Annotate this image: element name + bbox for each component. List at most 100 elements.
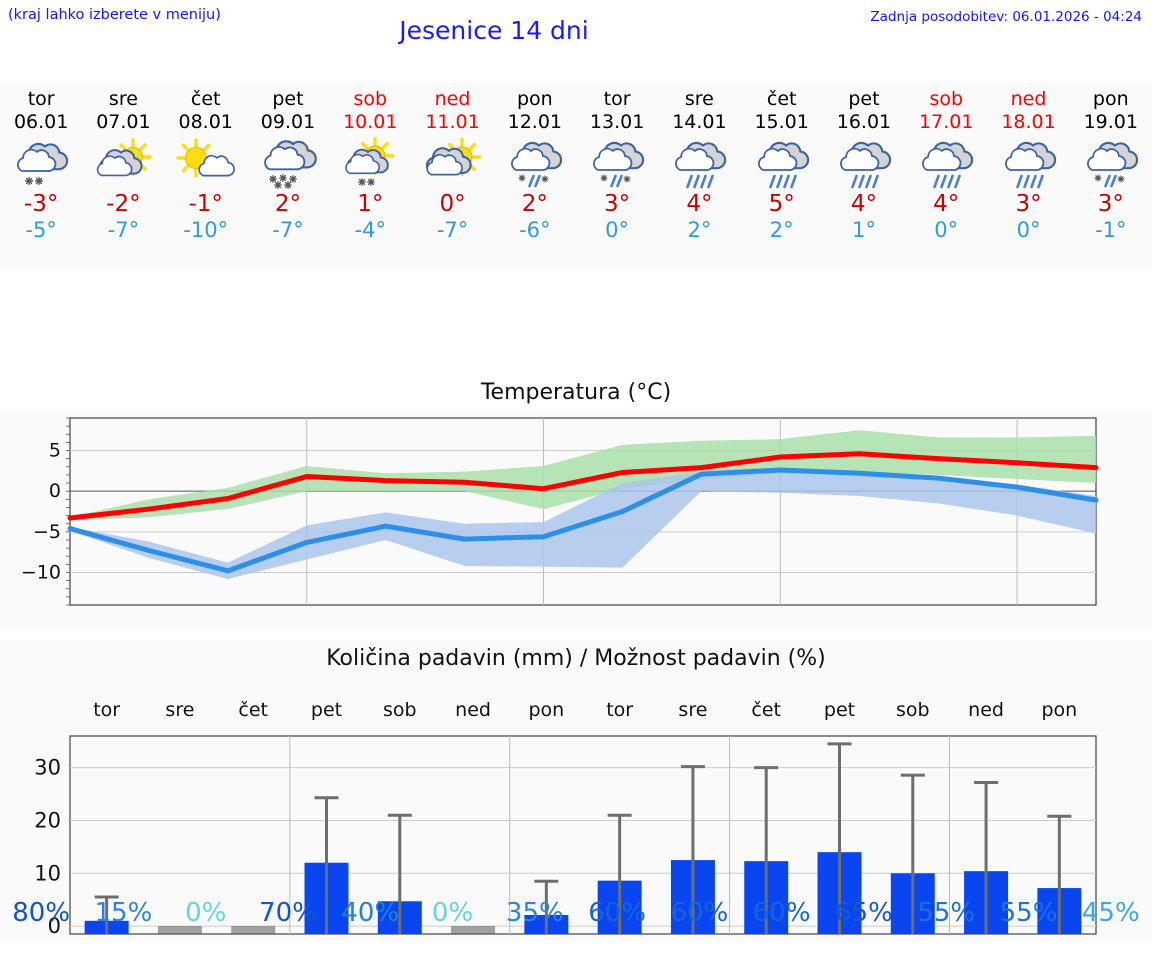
day-name: sob [353,88,388,110]
day-column[interactable]: čet 15.01 5° 2° [741,84,823,270]
precip-probability: 60% [752,898,811,928]
svg-text:pon: pon [528,699,564,721]
precipitation-probability-row: 80% 15% 0% 70% 40% 0% 35% 60% 60% 60% 65% 55% 55% 45% [0,898,1152,938]
day-column[interactable]: sob 17.01 4° 0° [905,84,987,270]
svg-text:sob: sob [896,699,930,721]
day-temp-max: 4° [850,191,878,217]
precip-probability: 35% [505,898,564,928]
cloudy-rain-icon [825,137,903,189]
day-temp-min: -5° [25,218,57,242]
day-column[interactable]: tor 13.01 3° 0° [576,84,658,270]
cloudy-sleet-icon [1072,137,1150,189]
day-temp-min: -1° [1095,218,1127,242]
last-update-text: Zadnja posodobitev: 06.01.2026 - 04:24 [870,9,1142,25]
day-temp-max: 4° [686,191,713,217]
cloudy-rain-icon [743,137,821,189]
svg-text:−10: −10 [21,561,61,583]
day-name: sre [684,88,714,110]
day-name: čet [766,88,797,110]
page-title: Jesenice 14 dni [0,16,1152,45]
day-temp-max: -3° [23,191,59,217]
day-temp-max: 4° [933,191,960,217]
cloudy-heavy-snow-icon [249,137,327,189]
svg-text:tor: tor [606,699,633,721]
day-date: 14.01 [672,111,727,133]
svg-text:čet: čet [238,699,268,721]
precipitation-chart-svg: tor sre čet pet sob ned pon tor sre čet pet sob ned p… [34,699,1097,938]
day-column[interactable]: tor 06.01 -3° -5° [0,84,82,270]
precipitation-chart-block: Količina padavin (mm) / Možnost padavin … [0,640,1152,940]
day-temp-min: -7° [436,218,469,242]
day-temp-min: -7° [272,218,304,242]
page-header: (kraj lahko izberete v meniju) Jesenice … [0,0,1152,60]
day-column[interactable]: pet 09.01 2° -7° [247,84,329,270]
precip-probability: 40% [341,898,400,928]
svg-text:10: 10 [34,861,61,885]
cloudy-rain-icon [660,137,738,189]
precipitation-chart-title: Količina padavin (mm) / Možnost padavin … [326,646,826,671]
day-date: 17.01 [919,111,974,133]
day-date: 16.01 [836,111,892,133]
precip-bar [231,926,276,934]
day-name: sob [929,88,964,110]
day-date: 09.01 [260,111,316,133]
svg-text:sre: sre [165,699,194,721]
svg-text:−5: −5 [33,521,61,543]
sun-cloud-icon [84,137,162,189]
cloudy-sleet-icon [496,137,574,189]
day-date: 08.01 [178,111,233,133]
day-temp-min: 2° [687,218,712,242]
temperature-chart-title: Temperatura (°C) [0,378,1152,410]
day-date: 07.01 [96,111,151,133]
day-date: 15.01 [754,111,809,133]
day-column[interactable]: čet 08.01 -1° -10° [165,84,247,270]
day-name: ned [434,88,471,110]
day-temp-min: -10° [183,218,229,242]
sun-cloud-snow-icon [331,137,409,189]
cloudy-snow-icon [2,137,80,189]
day-column[interactable]: ned 18.01 3° 0° [987,84,1069,270]
day-date: 12.01 [507,111,563,133]
day-column[interactable]: sre 14.01 4° 2° [658,84,740,270]
day-date: 11.01 [425,111,480,133]
precip-probability: 70% [259,898,317,928]
precip-probability: 60% [588,898,646,928]
day-temp-max: 1° [357,191,384,217]
day-name: čet [190,88,221,110]
precip-bar [451,926,496,934]
day-column[interactable]: sob 10.01 1° -4° [329,84,411,270]
svg-text:20: 20 [34,808,61,832]
day-column[interactable]: sre 07.01 -2° -7° [82,84,164,270]
precip-probability: 80% [12,898,71,928]
svg-text:5: 5 [49,440,61,462]
cloudy-sleet-icon [578,137,656,189]
day-date: 06.01 [13,111,69,133]
page-title-text: Jesenice 14 dni [399,16,589,45]
precip-probability: 60% [670,898,729,928]
precip-probability: 15% [94,898,153,928]
precip-probability: 45% [1081,898,1140,928]
cloudy-rain-icon [990,137,1068,189]
day-column[interactable]: pon 12.01 2° -6° [494,84,576,270]
day-column[interactable]: pon 19.01 3° -1° [1070,84,1152,270]
day-name: pet [848,88,880,110]
day-temp-min: 1° [852,218,876,242]
day-temp-max: 0° [439,191,466,217]
day-column[interactable]: pet 16.01 4° 1° [823,84,905,270]
day-column[interactable]: ned 11.01 0° -7° [411,84,493,270]
precip-probability: 55% [917,898,976,928]
svg-text:čet: čet [751,699,781,721]
day-temp-max: 5° [768,191,795,217]
day-temp-max: 3° [1097,191,1124,217]
menu-hint-text: (kraj lahko izberete v meniju) [8,7,221,23]
day-date: 10.01 [343,111,398,133]
precip-probability: 55% [999,898,1058,928]
day-temp-min: 0° [934,218,959,242]
day-temp-min: 0° [605,218,630,242]
sun-behind-cloud-icon [414,137,492,189]
day-temp-min: -4° [354,218,386,242]
sun-small-cloud-icon [167,137,245,189]
day-date: 19.01 [1083,111,1138,133]
temperature-chart-block: Temperatura (°C) 50−5−10 © vreme.us & vr… [0,378,1152,864]
